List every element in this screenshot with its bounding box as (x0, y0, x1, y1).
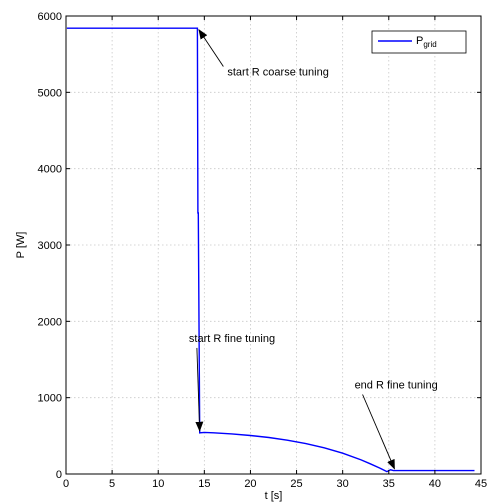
annotation-arrow (195, 347, 204, 432)
legend-label-main: P (416, 35, 423, 47)
x-tick-label: 40 (429, 478, 441, 490)
y-tick-label: 3000 (38, 240, 62, 252)
x-tick-label: 5 (109, 478, 115, 490)
x-tick-label: 0 (63, 478, 69, 490)
series-layer (66, 27, 475, 473)
y-tick-label: 2000 (38, 316, 62, 328)
annotation-arrow (362, 394, 395, 470)
series-line (66, 27, 475, 473)
x-tick-label: 25 (290, 478, 302, 490)
y-tick-label: 1000 (38, 393, 62, 405)
y-tick-label: 4000 (38, 164, 62, 176)
x-tick-label: 45 (475, 478, 487, 490)
annotation-label: start R coarse tuning (227, 67, 329, 79)
y-tick-label: 5000 (38, 87, 62, 99)
y-tick-label: 6000 (38, 11, 62, 23)
y-tick-label: 0 (56, 469, 62, 481)
legend-label-subscript: grid (423, 40, 436, 49)
grid-layer (66, 16, 481, 474)
x-axis-label: t [s] (265, 490, 283, 502)
tick-layer: 0 5 10 15 20 25 30 35 40 45 0 1000 2000 3000 4000 5000 6… (38, 11, 488, 490)
legend: Pgrid (371, 30, 467, 54)
x-tick-label: 10 (152, 478, 164, 490)
y-axis-label: P [W] (15, 232, 27, 259)
x-tick-label: 30 (337, 478, 349, 490)
x-tick-label: 35 (383, 478, 395, 490)
annotation-label: end R fine tuning (355, 380, 438, 392)
legend-label: Pgrid (416, 35, 437, 49)
annotation-arrow (198, 29, 224, 67)
x-tick-label: 20 (244, 478, 256, 490)
annotation-label: start R fine tuning (189, 333, 275, 345)
annotation-layer: start R coarse tuning start R fine tuning… (189, 29, 438, 470)
legend-box (371, 30, 467, 54)
x-tick-label: 15 (198, 478, 210, 490)
